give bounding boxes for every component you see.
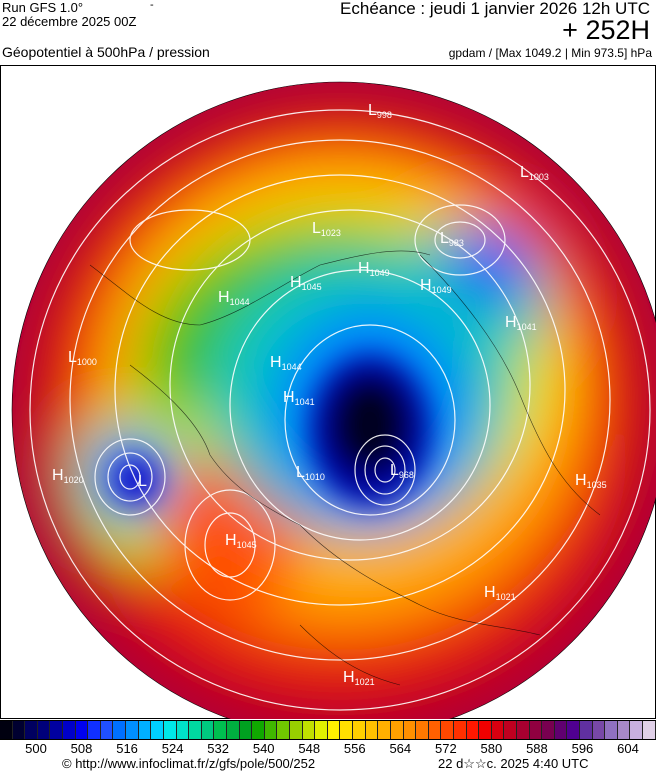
colorbar-cell <box>12 721 26 739</box>
colorbar-tick-label: 604 <box>617 741 639 756</box>
colorbar-cell <box>580 721 593 739</box>
polar-map: L998L1003L983L1023H1049H1049H1045H1044H1… <box>0 65 656 719</box>
contour-lines <box>29 109 651 711</box>
colorbar-cell <box>428 721 442 739</box>
run-date: 22 décembre 2025 00Z <box>2 14 137 29</box>
colorbar-cell <box>25 721 38 739</box>
colorbar-cell <box>567 721 581 739</box>
source-url[interactable]: © http://www.infoclimat.fr/z/gfs/pole/50… <box>62 756 316 771</box>
colorbar-cell <box>37 721 51 739</box>
colorbar-cell <box>643 721 656 739</box>
colorbar-ticks: 500 508 516 524 532 540 548 556 564 572 580 588 596 6… <box>0 741 656 757</box>
colorbar-cell <box>50 721 64 739</box>
colorbar-cell <box>365 721 379 739</box>
map-disk-outline <box>11 81 656 719</box>
colorbar-tick-label: 508 <box>70 741 93 756</box>
colorbar-tick-label: 532 <box>207 741 229 756</box>
colorbar-cell <box>479 721 492 739</box>
low-pressure-label: L <box>138 473 147 490</box>
colorbar-cell <box>163 721 177 739</box>
colorbar-cell <box>0 721 13 739</box>
colorbar-cell <box>516 721 530 739</box>
colorbar-tick-label: 588 <box>526 741 548 756</box>
coastlines <box>89 250 601 686</box>
colorbar-cell <box>226 721 240 739</box>
colorbar-cell <box>75 721 89 739</box>
colorbar-cell <box>491 721 505 739</box>
colorbar-tick-label: 572 <box>434 741 457 756</box>
colorbar-tick-label: 564 <box>389 741 412 756</box>
colorbar-cell <box>302 721 316 739</box>
colorbar-cell <box>151 721 164 739</box>
parameter-title: Géopotentiel à 500hPa / pression <box>2 44 210 60</box>
colorbar-cell <box>214 721 227 739</box>
colorbar-cell <box>390 721 404 739</box>
geopotential-field <box>12 82 656 719</box>
colorbar-cell <box>529 721 543 739</box>
colorbar-cell <box>353 721 366 739</box>
generated-time: 22 d☆☆c. 2025 4:40 UTC <box>438 756 589 771</box>
colorbar-cell <box>617 721 631 739</box>
colorbar-cell <box>403 721 417 739</box>
colorbar-cell <box>138 721 152 739</box>
colorbar-cell <box>201 721 215 739</box>
lead-time: + 252H <box>562 15 650 45</box>
colorbar-cell <box>277 721 291 739</box>
colorbar-cell <box>239 721 253 739</box>
colorbar-cell <box>453 721 467 739</box>
colorbar-cell <box>340 721 354 739</box>
colorbar-cell <box>126 721 139 739</box>
colorbar-cell <box>189 721 202 739</box>
colorbar-cell <box>315 721 328 739</box>
colorbar-cell <box>554 721 568 739</box>
colorbar-cell <box>113 721 127 739</box>
colorbar-cell <box>441 721 454 739</box>
colorbar-tick-label: 596 <box>571 741 594 756</box>
colorbar-cell <box>176 721 190 739</box>
colorbar-cell <box>63 721 76 739</box>
colorbar-cell <box>630 721 644 739</box>
colorbar-cell <box>290 721 303 739</box>
colorbar-tick-label: 580 <box>480 741 503 756</box>
colorbar <box>0 720 656 740</box>
colorbar-tick-label: 548 <box>298 741 321 756</box>
separator-dash: - <box>150 0 154 11</box>
colorbar-cell <box>605 721 618 739</box>
colorbar-cell <box>252 721 265 739</box>
colorbar-tick-label: 556 <box>343 741 366 756</box>
units-range: gpdam / [Max 1049.2 | Min 973.5] hPa <box>448 46 652 60</box>
forecast-time: Echéance : jeudi 1 janvier 2026 12h UTC <box>340 0 650 18</box>
colorbar-tick-label: 516 <box>116 741 138 756</box>
colorbar-cell <box>88 721 101 739</box>
colorbar-tick-label: 524 <box>161 741 184 756</box>
colorbar-cell <box>542 721 555 739</box>
colorbar-cell <box>264 721 278 739</box>
colorbar-cell <box>416 721 429 739</box>
colorbar-cell <box>592 721 606 739</box>
colorbar-cell <box>466 721 480 739</box>
colorbar-cell <box>100 721 114 739</box>
colorbar-cell <box>327 721 341 739</box>
colorbar-cell <box>504 721 517 739</box>
colorbar-cell <box>378 721 391 739</box>
colorbar-tick-label: 500 <box>25 741 47 756</box>
model-run: Run GFS 1.0° <box>2 0 84 15</box>
colorbar-tick-label: 540 <box>252 741 275 756</box>
